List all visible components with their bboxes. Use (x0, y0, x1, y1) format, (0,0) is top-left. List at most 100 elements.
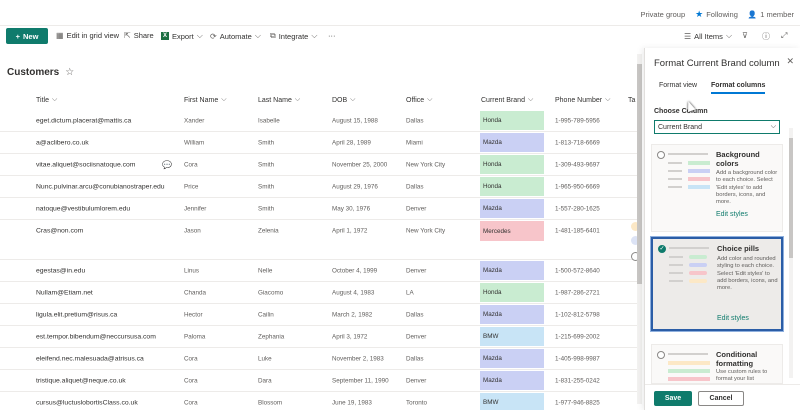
column-header-phone-number[interactable]: Phone Number ⌵ (555, 90, 610, 110)
cancel-button[interactable]: Cancel (698, 391, 744, 406)
edit-styles-link[interactable]: Edit styles (716, 211, 748, 218)
office-cell: Dallas (406, 117, 424, 124)
column-header-first-name[interactable]: First Name ⌵ (184, 90, 227, 110)
close-icon[interactable]: ✕ (786, 56, 794, 66)
panel-footer: Save Cancel (645, 384, 800, 410)
table-row[interactable]: Nunc.pulvinar.arcu@conubianostraper.edu P… (0, 176, 640, 198)
last-name-cell: Giacomo (258, 289, 284, 296)
table-row[interactable]: Cras@non.com Jason Zelenia April 1, 1972 New… (0, 220, 640, 260)
table-row[interactable]: cursus@luctuslobortisClass.co.uk Cora Blos… (0, 392, 640, 410)
table-row[interactable]: a@aclibero.co.uk William Smith April 28, 19… (0, 132, 640, 154)
title-cell[interactable]: Cras@non.com (36, 227, 84, 235)
phone-cell: 1-995-789-5956 (555, 117, 600, 124)
radio-button[interactable] (657, 151, 665, 159)
title-cell[interactable]: Nunc.pulvinar.arcu@conubianostraper.edu (36, 183, 165, 190)
more-button[interactable]: ··· (328, 31, 336, 40)
title-cell[interactable]: Nullam@Etiam.net (36, 289, 93, 296)
last-name-cell: Smith (258, 139, 275, 146)
title-cell[interactable]: cursus@luctuslobortisClass.co.uk (36, 399, 138, 406)
table-row[interactable]: Nullam@Etiam.net Chanda Giacomo August 4, 1… (0, 282, 640, 304)
list-scrollbar[interactable] (637, 54, 642, 404)
column-header-truncated[interactable]: Ta (628, 90, 635, 110)
radio-button[interactable] (657, 351, 665, 359)
dob-cell: October 4, 1999 (332, 267, 378, 274)
table-row[interactable]: vitae.aliquet@sociisnatoque.com Cora Smith… (0, 154, 640, 176)
integrate-label: Integrate (278, 31, 309, 41)
tab-format-columns[interactable]: Format columns (711, 82, 766, 94)
status-dot (631, 222, 640, 231)
column-select[interactable]: Current Brand ⌵ (654, 120, 780, 134)
group-info: Private group ★ Following 👤 1 member (641, 9, 794, 20)
scrollbar-thumb[interactable] (789, 138, 793, 258)
phone-cell: 1-987-286-2721 (555, 289, 600, 296)
view-selector[interactable]: ☰ All Items ⌵ (684, 31, 732, 41)
title-cell[interactable]: vitae.aliquet@sociisnatoque.com (36, 161, 136, 168)
column-header-last-name[interactable]: Last Name ⌵ (258, 90, 300, 110)
column-header-title[interactable]: Title ⌵ (36, 90, 57, 110)
brand-cell: Honda (480, 283, 544, 302)
title-cell[interactable]: ligula.elit.pretium@risus.ca (36, 311, 118, 318)
table-row[interactable]: tristique.aliquet@neque.co.uk Cora Dara Sep… (0, 370, 640, 392)
brand-cell: Mazda (480, 349, 544, 368)
favorite-star-icon[interactable]: ☆ (65, 67, 75, 78)
first-name-cell: Xander (184, 117, 205, 124)
brand-cell: Mazda (480, 261, 544, 280)
option-background-colors[interactable]: Background colors Add a background color… (651, 144, 783, 232)
scrollbar-thumb[interactable] (637, 64, 642, 284)
info-button[interactable]: ⓘ (762, 31, 770, 42)
column-header-label: Last Name (258, 96, 292, 104)
comment-icon[interactable]: 💬 (162, 160, 172, 169)
share-button[interactable]: ⇱ Share (124, 31, 154, 40)
integrate-button[interactable]: ⧉ Integrate ⌵ (270, 31, 317, 41)
star-filled-icon: ★ (695, 9, 704, 19)
automate-label: Automate (219, 31, 252, 41)
last-name-cell: Smith (258, 205, 275, 212)
radio-button-checked[interactable]: ✓ (658, 245, 666, 253)
panel-scrollbar[interactable] (789, 128, 793, 378)
office-cell: Miami (406, 139, 423, 146)
title-cell[interactable]: est.tempor.bibendum@neccursusa.com (36, 333, 156, 340)
first-name-cell: Chanda (184, 289, 207, 296)
new-button[interactable]: + New (6, 28, 48, 44)
table-row[interactable]: est.tempor.bibendum@neccursusa.com Paloma… (0, 326, 640, 348)
edit-styles-link[interactable]: Edit styles (717, 315, 749, 322)
title-cell[interactable]: a@aclibero.co.uk (36, 139, 89, 146)
new-label: New (22, 31, 39, 41)
table-row[interactable]: ligula.elit.pretium@risus.ca Hector Cailin… (0, 304, 640, 326)
filter-button[interactable]: ⊽ (742, 31, 748, 40)
table-row[interactable]: eget.dictum.placerat@mattis.ca Xander Isab… (0, 110, 640, 132)
option-description: Add a background color to each choice. S… (716, 170, 778, 206)
title-cell[interactable]: eget.dictum.placerat@mattis.ca (36, 117, 132, 124)
column-header-dob[interactable]: DOB ⌵ (332, 90, 355, 110)
first-name-cell: Cora (184, 399, 198, 406)
more-label: ··· (328, 31, 336, 40)
column-header-office[interactable]: Office ⌵ (406, 90, 432, 110)
option-choice-pills[interactable]: ✓ Choice pills Add color and rounded sty… (650, 236, 784, 332)
table-row[interactable]: egestas@in.edu Linus Nelle October 4, 1999 D… (0, 260, 640, 282)
members-button[interactable]: 👤 1 member (748, 10, 794, 19)
option-description: Add color and rounded styling to each ch… (717, 256, 778, 292)
option-title: Conditional formatting (716, 350, 758, 368)
table-row[interactable]: eleifend.nec.malesuada@atrisus.ca Cora Luk… (0, 348, 640, 370)
last-name-cell: Blossom (258, 399, 283, 406)
column-header-current-brand[interactable]: Current Brand ⌵ (481, 90, 533, 110)
person-icon: 👤 (747, 10, 758, 19)
following-button[interactable]: ★ Following (695, 9, 738, 20)
title-cell[interactable]: tristique.aliquet@neque.co.uk (36, 377, 126, 384)
table-row[interactable]: natoque@vestibulumlorem.edu Jennifer Smith… (0, 198, 640, 220)
office-cell: Denver (406, 333, 427, 340)
list-icon: ☰ (684, 31, 692, 41)
export-button[interactable]: X Export ⌵ (161, 31, 203, 41)
edit-grid-label: Edit in grid view (66, 31, 120, 40)
expand-button[interactable]: ⤢ (781, 31, 787, 41)
title-cell[interactable]: eleifend.nec.malesuada@atrisus.ca (36, 355, 144, 362)
title-cell[interactable]: egestas@in.edu (36, 267, 86, 274)
excel-icon: X (161, 32, 169, 40)
title-cell[interactable]: natoque@vestibulumlorem.edu (36, 205, 131, 212)
save-button[interactable]: Save (654, 391, 692, 406)
edit-grid-button[interactable]: ▦ Edit in grid view (56, 31, 119, 40)
option-conditional-formatting[interactable]: Conditional formatting Use custom rules … (651, 344, 783, 384)
automate-button[interactable]: ⟳ Automate ⌵ (210, 31, 261, 41)
tab-format-view[interactable]: Format view (659, 82, 698, 89)
column-header-label: Title (36, 96, 49, 104)
